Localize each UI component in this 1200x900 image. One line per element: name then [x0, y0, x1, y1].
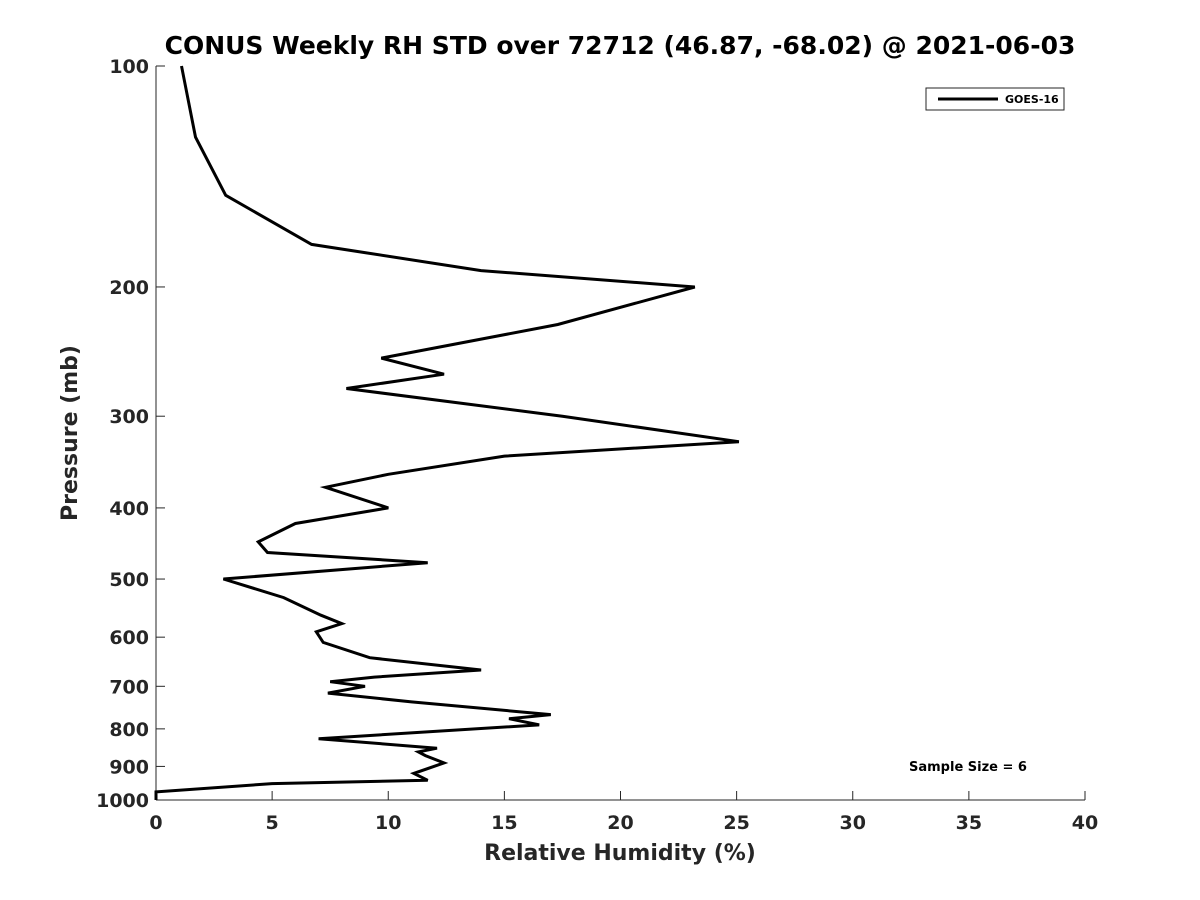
- x-tick-label: 30: [840, 812, 866, 834]
- series-line-goes-16: [154, 65, 740, 800]
- y-tick-label: 1000: [96, 790, 149, 812]
- x-tick-label: 40: [1072, 812, 1098, 834]
- chart-title: CONUS Weekly RH STD over 72712 (46.87, -…: [165, 31, 1076, 60]
- legend: GOES-16: [925, 87, 1065, 111]
- x-tick-label: 35: [956, 812, 982, 834]
- y-tick-label: 900: [109, 756, 149, 778]
- y-tick-label: 700: [109, 676, 149, 698]
- sample-size-annotation: Sample Size = 6: [909, 760, 1027, 775]
- y-ticks: 100 200 300 400 500 600 700 800 900 1000: [96, 56, 165, 812]
- x-tick-label: 10: [375, 812, 401, 834]
- y-tick-label: 100: [109, 56, 149, 78]
- legend-label-goes-16: GOES-16: [1005, 93, 1059, 106]
- y-tick-label: 800: [109, 719, 149, 741]
- x-tick-label: 25: [723, 812, 749, 834]
- x-tick-label: 0: [149, 812, 162, 834]
- x-tick-label: 15: [491, 812, 517, 834]
- y-tick-label: 200: [109, 277, 149, 299]
- x-axis-label: Relative Humidity (%): [484, 841, 756, 866]
- y-tick-label: 500: [109, 569, 149, 591]
- y-tick-label: 400: [109, 498, 149, 520]
- x-tick-label: 20: [607, 812, 633, 834]
- x-ticks: 0 5 10 15 20 25 30 35 40: [149, 791, 1098, 834]
- y-axis-label: Pressure (mb): [58, 345, 83, 521]
- y-tick-label: 300: [109, 406, 149, 428]
- plot-area: 0 5 10 15 20 25 30 35 40 100 200 300 400 500 600 700 80…: [96, 56, 1098, 834]
- x-tick-label: 5: [266, 812, 279, 834]
- y-tick-label: 600: [109, 627, 149, 649]
